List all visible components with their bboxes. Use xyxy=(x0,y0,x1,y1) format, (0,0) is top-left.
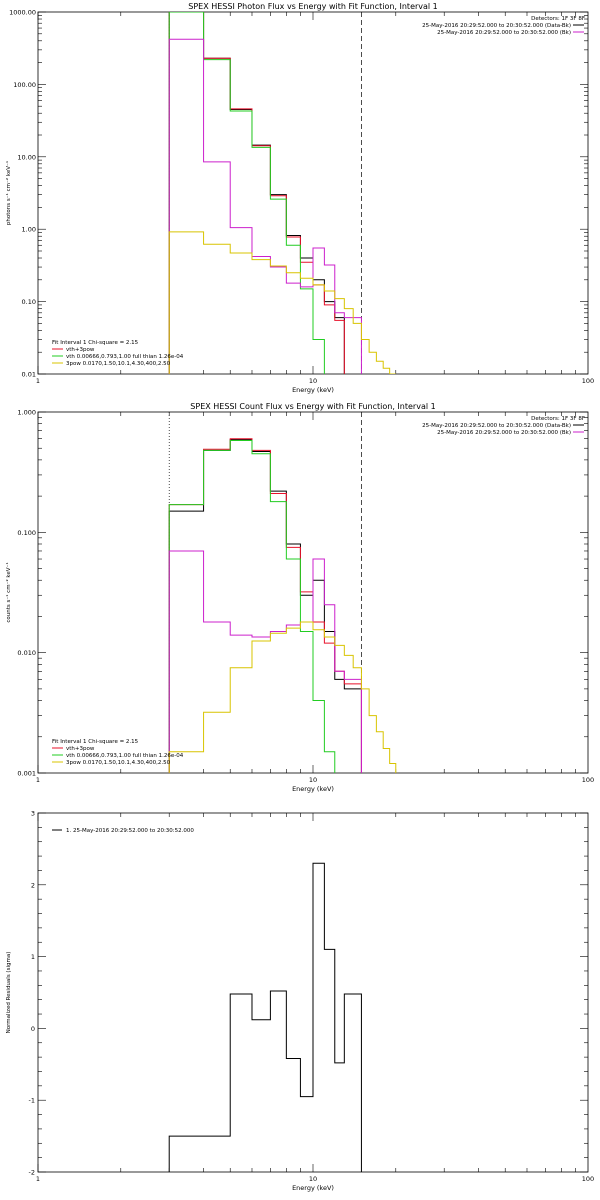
legend-fit-line: Fit Interval 1 Chi-square = 2.15 xyxy=(52,739,139,745)
y-axis-label: photons s⁻¹ cm⁻² keV⁻¹ xyxy=(5,161,12,225)
legend-fit-line: vth+3pow xyxy=(66,347,95,353)
y-tick-label: 3 xyxy=(31,810,35,818)
x-tick-label: 1 xyxy=(36,776,40,784)
series-black xyxy=(168,862,362,1172)
y-tick-label: 0.10 xyxy=(22,298,36,306)
y-tick-label: 1.000 xyxy=(17,409,36,417)
x-tick-label: 1 xyxy=(36,377,40,385)
x-tick-label: 10 xyxy=(309,1175,317,1183)
legend-fit-line: vth 0.00666,0.793,1.00 full thian 1.26e-… xyxy=(66,753,184,759)
legend-detectors-line: 25-May-2016 20:29:52.000 to 20:30:52.000… xyxy=(437,430,571,436)
legend-fit-line: Fit Interval 1 Chi-square = 2.15 xyxy=(52,340,139,346)
x-tick-label: 1 xyxy=(36,1175,40,1183)
series-yellow xyxy=(168,621,397,773)
x-tick-label: 10 xyxy=(309,377,317,385)
y-tick-label: 1.00 xyxy=(22,226,36,234)
series-black xyxy=(168,439,362,773)
series-group xyxy=(168,12,396,374)
y-tick-label: 1000.00 xyxy=(9,9,36,17)
y-tick-label: 0.001 xyxy=(17,770,36,778)
series-black xyxy=(168,12,345,374)
x-tick-label: 100 xyxy=(582,1175,594,1183)
legend-fit-line: 3pow 0.0170,1.50,10.1,4.30,400,2.50 xyxy=(66,361,171,367)
legend-detectors-line: Detectors: 1F 3F 8F xyxy=(531,416,585,422)
series-yellow xyxy=(168,231,396,374)
residuals-panel: 1 10 100 Energy (keV) -2 -1 0 1 2 3 Normalized Res… xyxy=(6,810,594,1193)
x-tick-label: 10 xyxy=(309,776,317,784)
series-red xyxy=(168,438,362,773)
series-group xyxy=(168,862,362,1172)
series-red xyxy=(168,12,345,374)
x-tick-label: 100 xyxy=(582,776,594,784)
y-tick-label: 2 xyxy=(31,881,35,889)
legend-fit-line: vth 0.00666,0.793,1.00 full thian 1.26e-… xyxy=(66,354,184,360)
x-tick-label: 100 xyxy=(582,377,594,385)
legend-fit-line: vth+3pow xyxy=(66,746,95,752)
series-magenta xyxy=(168,38,362,374)
series-green xyxy=(168,12,325,374)
legend-fit-line: 3pow 0.0170,1.50,10.1,4.30,400,2.50 xyxy=(66,760,171,766)
photon-flux-panel: SPEX HESSI Photon Flux vs Energy with Fi… xyxy=(5,2,594,394)
x-axis-label: Energy (keV) xyxy=(292,1184,334,1192)
y-tick-label: -2 xyxy=(29,1169,35,1177)
legend-detectors-line: 25-May-2016 20:29:52.000 to 20:30:52.000… xyxy=(422,423,571,429)
y-tick-label: 0.01 xyxy=(22,371,36,379)
y-tick-label: 0 xyxy=(31,1025,35,1033)
y-tick-label: -1 xyxy=(29,1097,35,1105)
y-tick-label: 100.00 xyxy=(13,81,36,89)
chart-title: SPEX HESSI Count Flux vs Energy with Fit… xyxy=(190,402,435,411)
legend-interval-line: 1. 25-May-2016 20:29:52.000 to 20:30:52.… xyxy=(66,828,194,834)
y-tick-label: 10.00 xyxy=(17,153,36,161)
x-axis-label: Energy (keV) xyxy=(292,386,334,394)
legend-detectors-line: 25-May-2016 20:29:52.000 to 20:30:52.000… xyxy=(437,30,571,36)
x-axis-label: Energy (keV) xyxy=(292,785,334,793)
series-magenta xyxy=(168,550,362,773)
count-flux-panel: SPEX HESSI Count Flux vs Energy with Fit… xyxy=(5,402,594,793)
series-green xyxy=(168,439,336,773)
y-tick-label: 1 xyxy=(31,953,35,961)
y-tick-label: 0.100 xyxy=(17,529,36,537)
y-axis-label: counts s⁻¹ cm⁻² keV⁻¹ xyxy=(5,562,12,622)
series-group xyxy=(168,438,397,773)
legend-detectors-line: 25-May-2016 20:29:52.000 to 20:30:52.000… xyxy=(422,23,571,29)
chart-title: SPEX HESSI Photon Flux vs Energy with Fi… xyxy=(188,2,438,11)
y-tick-label: 0.010 xyxy=(17,649,36,657)
legend-detectors-line: Detectors: 1F 3F 8F xyxy=(531,16,585,22)
y-axis-label: Normalized Residuals (sigma) xyxy=(6,952,12,1034)
